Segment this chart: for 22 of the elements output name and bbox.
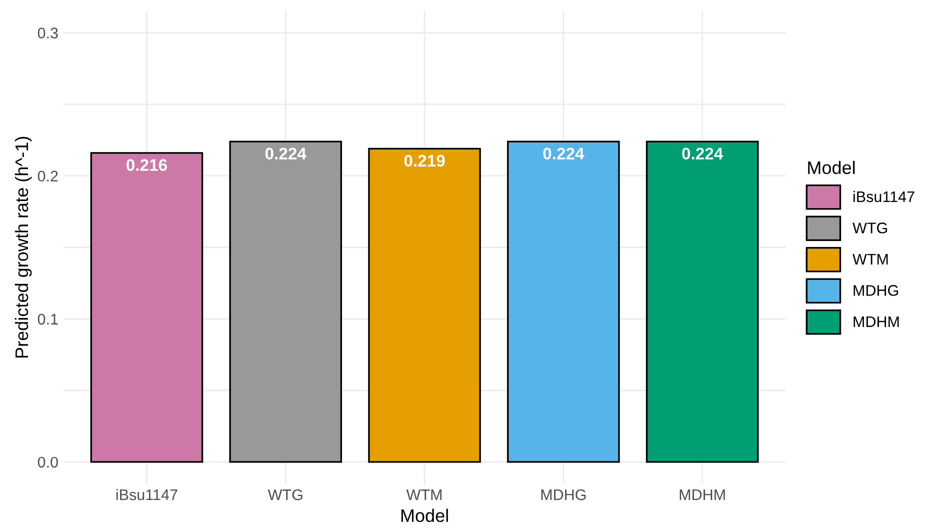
legend-label: WTG	[852, 222, 887, 234]
x-axis-title: Model	[401, 508, 448, 522]
x-tick-label: iBsu1147	[116, 488, 178, 500]
y-tick-label: 0.3	[38, 28, 58, 38]
x-tick-label: MDHM	[680, 490, 725, 500]
data-label: 0.219	[404, 154, 445, 167]
x-tick-label: WTM	[406, 490, 442, 500]
y-tick-label: 0.0	[38, 456, 58, 468]
legend-label: iBsu1147	[854, 190, 914, 202]
legend-label: MDHG	[854, 285, 898, 296]
legend-title: Model	[808, 160, 855, 174]
data-label: 0.224	[682, 148, 724, 160]
legend-label: MDHM	[854, 316, 899, 327]
data-label: 0.224	[543, 148, 584, 160]
data-label: 0.216	[126, 159, 167, 171]
x-tick-label: MDHG	[541, 489, 586, 500]
x-tick-label: WTG	[268, 489, 302, 500]
y-tick-label: 0.2	[38, 170, 58, 182]
y-axis-title: Predicted growth rate (h^-1)	[14, 136, 32, 358]
y-tick-label: 0.1	[38, 314, 58, 325]
data-label: 0.224	[265, 148, 306, 160]
legend-label: WTM	[852, 254, 888, 264]
